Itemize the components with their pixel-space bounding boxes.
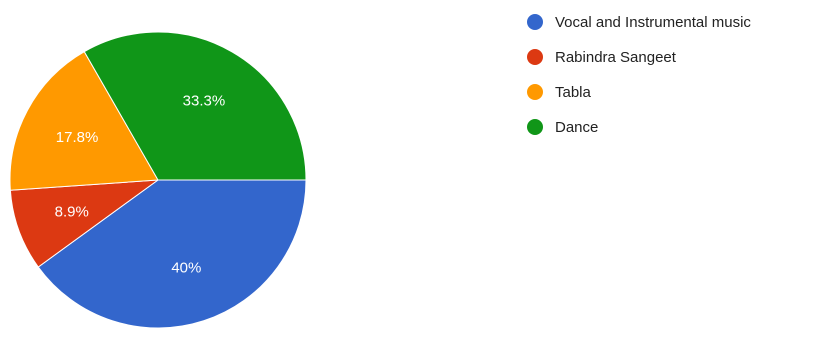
pie-slice-vocal-and-instrumental-music: [37, 179, 307, 329]
legend-swatch-dance: [527, 119, 543, 135]
legend-item-tabla: Tabla: [527, 84, 592, 101]
legend-item-vocal-and-instrumental-music: Vocal and Instrumental music: [527, 14, 751, 31]
legend-label-tabla: Tabla: [555, 84, 592, 101]
legend-swatch-vocal-and-instrumental-music: [527, 14, 543, 30]
pie-slice-labels: 40% 8.9% 17.8% 33.3%: [55, 93, 226, 277]
pie-slice-dance: [83, 31, 307, 181]
legend-label-dance: Dance: [555, 119, 598, 136]
slice-label-vocal-and-instrumental-music: 40%: [171, 259, 201, 276]
legend-label-rabindra-sangeet: Rabindra Sangeet: [555, 49, 677, 66]
pie-slice-rabindra-sangeet: [9, 179, 160, 268]
legend-swatch-tabla: [527, 84, 543, 100]
pie-slices: [9, 31, 307, 329]
legend-item-dance: Dance: [527, 119, 598, 136]
slice-label-rabindra-sangeet: 8.9%: [55, 203, 89, 220]
legend-label-vocal-and-instrumental-music: Vocal and Instrumental music: [555, 14, 751, 31]
slice-label-tabla: 17.8%: [56, 129, 99, 146]
legend: Vocal and Instrumental music Rabindra San…: [527, 14, 751, 136]
slice-label-dance: 33.3%: [183, 93, 226, 110]
pie-slice-tabla: [9, 50, 159, 191]
legend-item-rabindra-sangeet: Rabindra Sangeet: [527, 49, 677, 66]
legend-swatch-rabindra-sangeet: [527, 49, 543, 65]
